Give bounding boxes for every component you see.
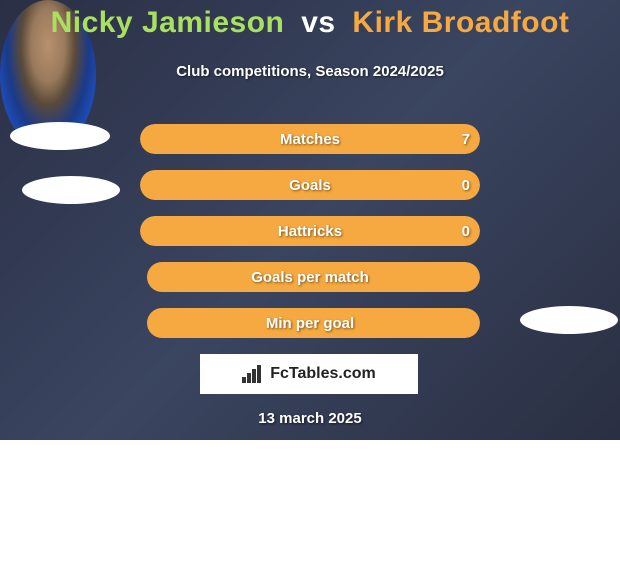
stat-value-right: 7 — [462, 124, 470, 154]
player2-avatar-placeholder — [520, 306, 618, 334]
stat-value-right: 0 — [462, 216, 470, 246]
stat-row: Goals per match — [140, 262, 480, 292]
brand-icon-bar — [247, 373, 251, 383]
stat-label: Matches — [140, 124, 480, 154]
stat-row: Matches7 — [140, 124, 480, 154]
brand-icon-bar — [242, 377, 246, 383]
player1-avatar-placeholder-1 — [10, 122, 110, 150]
subtitle: Club competitions, Season 2024/2025 — [0, 63, 620, 80]
brand-icon-bar — [257, 365, 261, 383]
vs-text: vs — [301, 6, 335, 39]
date-text: 13 march 2025 — [0, 410, 620, 427]
brand-chart-icon — [242, 365, 264, 383]
stat-label: Goals per match — [140, 262, 480, 292]
brand-text: FcTables.com — [270, 365, 376, 383]
branding-box: FcTables.com — [200, 354, 418, 394]
player1-name: Nicky Jamieson — [51, 6, 285, 39]
stat-row: Min per goal — [140, 308, 480, 338]
player2-name: Kirk Broadfoot — [352, 6, 569, 39]
stat-label: Min per goal — [140, 308, 480, 338]
stat-label: Hattricks — [140, 216, 480, 246]
stat-value-right: 0 — [462, 170, 470, 200]
comparison-infographic: Nicky Jamieson vs Kirk Broadfoot Club co… — [0, 0, 620, 440]
stat-label: Goals — [140, 170, 480, 200]
stat-row: Goals0 — [140, 170, 480, 200]
stat-row: Hattricks0 — [140, 216, 480, 246]
page-title: Nicky Jamieson vs Kirk Broadfoot — [0, 6, 620, 40]
brand-icon-bar — [252, 369, 256, 383]
stats-container: Matches7Goals0Hattricks0Goals per matchM… — [140, 124, 480, 354]
player1-avatar-placeholder-2 — [22, 176, 120, 204]
